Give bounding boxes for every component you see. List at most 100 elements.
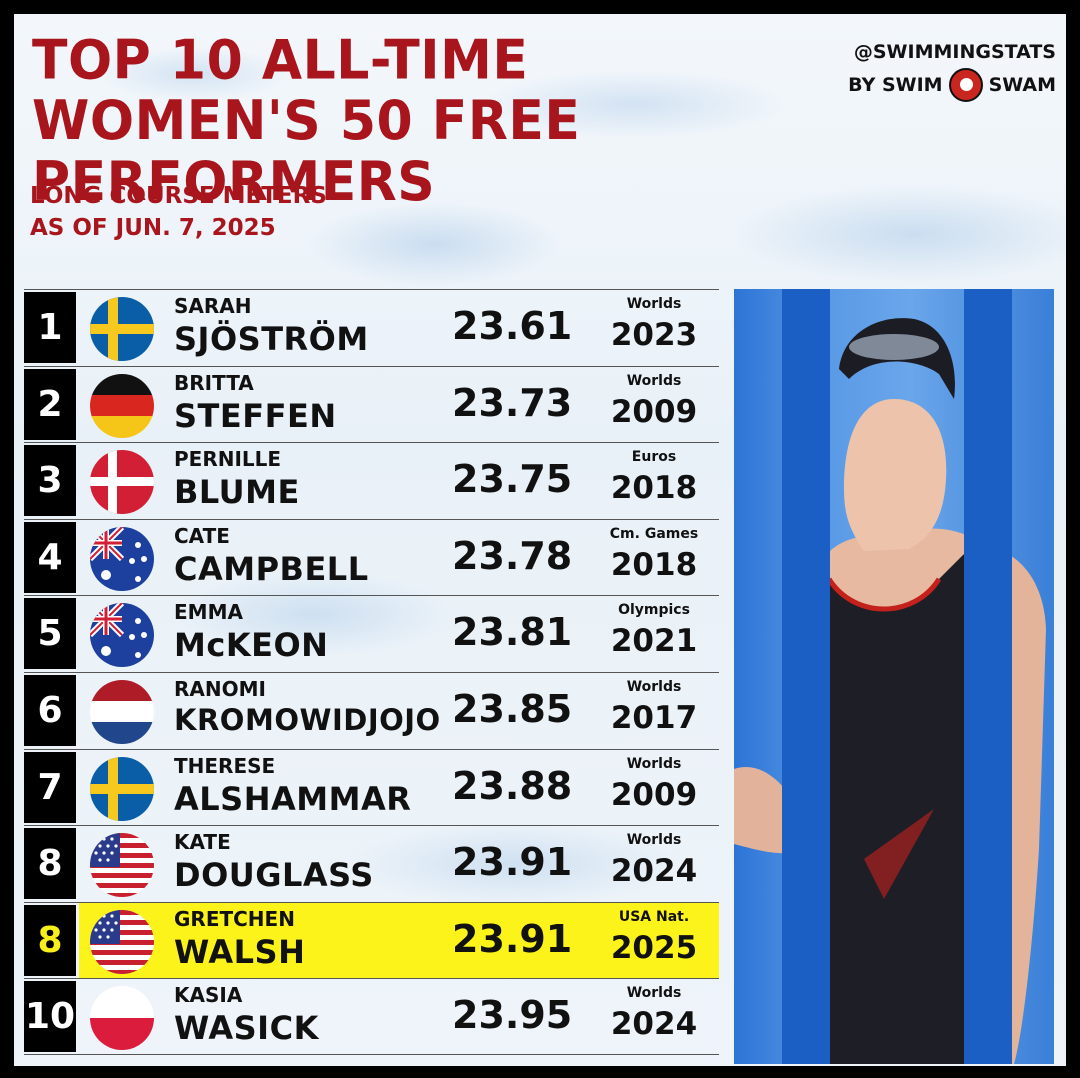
pool-wall-stripe (782, 289, 830, 1064)
denmark-flag-icon (90, 450, 154, 515)
swimmer-last-name: ALSHAMMAR (174, 779, 412, 818)
meet-year: 2023 (610, 317, 698, 353)
poland-flag-icon (90, 986, 154, 1051)
meet-year: 2009 (610, 776, 698, 813)
sweden-flag-icon (90, 297, 154, 361)
meet-name: USA Nat. (618, 908, 690, 925)
meet-info: Worlds 2017 (584, 673, 724, 735)
swimmer-first-name: CATE (174, 523, 230, 548)
swim-time: 23.61 (452, 304, 573, 348)
ranking-row: 5 EMMA McKEON 23.81 Olympics 2021 (24, 595, 719, 672)
sweden-flag-icon (90, 756, 154, 821)
swimmer-first-name: SARAH (174, 294, 252, 318)
meet-year: 2018 (610, 470, 698, 507)
swimmer-first-name: GRETCHEN (174, 906, 295, 931)
meet-info: USA Nat. 2025 (584, 903, 724, 965)
subtitle-course: LONG COURSE METERS (30, 183, 327, 209)
meet-name: Cm. Games (609, 525, 699, 542)
swimmer-last-name: DOUGLASS (174, 856, 374, 895)
swimmer-first-name: EMMA (174, 600, 243, 625)
meet-name: Euros (631, 449, 677, 466)
meet-name: Worlds (626, 678, 682, 695)
meet-year: 2021 (610, 623, 698, 660)
meet-info: Worlds 2009 (584, 367, 724, 429)
swim-time: 23.81 (452, 610, 573, 655)
title-line-2: WOMEN'S 50 FREE PERFORMERS (32, 89, 581, 214)
rank-badge: 1 (24, 292, 76, 363)
swim-time: 23.85 (452, 686, 573, 731)
meet-year: 2025 (610, 929, 698, 966)
meet-info: Worlds 2009 (584, 750, 724, 812)
meet-year: 2017 (610, 699, 698, 736)
swim-time: 23.73 (452, 380, 573, 425)
rank-badge: 6 (24, 674, 76, 746)
meet-info: Olympics 2021 (584, 596, 724, 658)
swimmer-last-name: CAMPBELL (174, 549, 369, 588)
meet-name: Worlds (626, 755, 682, 772)
rank-badge: 2 (24, 368, 76, 440)
swim-time: 23.95 (452, 993, 573, 1038)
pool-wall-stripe (964, 289, 1012, 1064)
meet-year: 2009 (610, 393, 698, 430)
swimmer-first-name: RANOMI (174, 676, 266, 701)
meet-info: Worlds 2024 (584, 979, 724, 1041)
swimmer-last-name: WASICK (174, 1009, 319, 1048)
usa-flag-icon (90, 833, 154, 898)
swim-time: 23.91 (452, 916, 573, 961)
meet-name: Worlds (626, 832, 682, 849)
swim-time: 23.75 (452, 457, 573, 502)
brand-swam: SWAM (988, 74, 1056, 96)
usa-flag-icon (90, 909, 154, 974)
ranking-row: 1 SARAH SJÖSTRÖM 23.61 Worlds 2023 (24, 289, 719, 366)
swimmer-first-name: THERESE (174, 753, 276, 778)
rank-badge: 7 (24, 751, 76, 823)
ranking-row: 3 PERNILLE BLUME 23.75 Euros 2018 (24, 442, 719, 519)
netherlands-flag-icon (90, 679, 154, 744)
australia-flag-icon (90, 526, 154, 591)
swimmer-first-name: BRITTA (174, 370, 254, 395)
rank-badge: 8 (24, 904, 76, 976)
meet-info: Cm. Games 2018 (584, 520, 724, 582)
meet-name: Worlds (626, 985, 682, 1002)
swimmer-first-name: KASIA (174, 983, 243, 1008)
germany-flag-icon (90, 373, 154, 438)
meet-year: 2024 (610, 853, 698, 890)
swimmer-photo (734, 289, 1054, 1064)
meet-info: Euros 2018 (584, 443, 724, 505)
rank-badge: 3 (24, 445, 76, 517)
ranking-row: 4 CATE CAMPBELL 23.78 Cm. Games 2018 (24, 518, 719, 596)
swimswam-logo-icon (948, 68, 983, 102)
highlight-background (79, 902, 719, 979)
swim-time: 23.78 (452, 533, 573, 578)
rank-badge: 10 (24, 981, 76, 1053)
meet-year: 2018 (610, 546, 698, 583)
brand-byline: BY SWIM SWAM (848, 68, 1056, 102)
swimmer-last-name: McKEON (174, 626, 329, 665)
ranking-row: 8 KATE DOUGLASS 23.91 Worlds 2024 (24, 825, 719, 902)
rank-badge: 8 (24, 828, 76, 900)
meet-info: Worlds 2023 (584, 290, 724, 352)
ranking-row: 2 BRITTA STEFFEN 23.73 Worlds 2009 (24, 365, 719, 443)
swimmer-last-name: BLUME (174, 473, 300, 512)
swimmer-last-name: KROMOWIDJOJO (174, 702, 441, 737)
page-title: TOP 10 ALL-TIME WOMEN'S 50 FREE PERFORME… (32, 30, 892, 213)
graphic-panel: TOP 10 ALL-TIME WOMEN'S 50 FREE PERFORME… (14, 14, 1066, 1066)
swimmer-last-name: WALSH (174, 932, 306, 971)
subtitle: LONG COURSE METERS AS OF JUN. 7, 2025 (30, 180, 327, 244)
meet-info: Worlds 2024 (584, 826, 724, 888)
ranking-row: 10 KASIA WASICK 23.95 Worlds 2024 (24, 978, 719, 1055)
ranking-row: 8 GRETCHEN WALSH 23.91 USA Nat. 2025 (24, 901, 719, 979)
ranking-row: 6 RANOMI KROMOWIDJOJO 23.85 Worlds 2017 (24, 671, 719, 749)
meet-name: Worlds (626, 372, 682, 389)
meet-name: Worlds (626, 296, 682, 312)
australia-flag-icon (90, 603, 154, 668)
swimmer-first-name: KATE (174, 830, 231, 855)
rankings-table: 1 SARAH SJÖSTRÖM 23.61 Worlds 2023 2 BRITTA STEF… (24, 289, 719, 1055)
swim-time: 23.88 (452, 763, 573, 808)
subtitle-date: AS OF JUN. 7, 2025 (30, 215, 276, 241)
swimmer-first-name: PERNILLE (174, 447, 282, 472)
brand-credit: @SWIMMINGSTATS BY SWIM SWAM (848, 36, 1056, 102)
brand-handle: @SWIMMINGSTATS (853, 41, 1056, 63)
title-line-1: TOP 10 ALL-TIME (32, 28, 529, 92)
